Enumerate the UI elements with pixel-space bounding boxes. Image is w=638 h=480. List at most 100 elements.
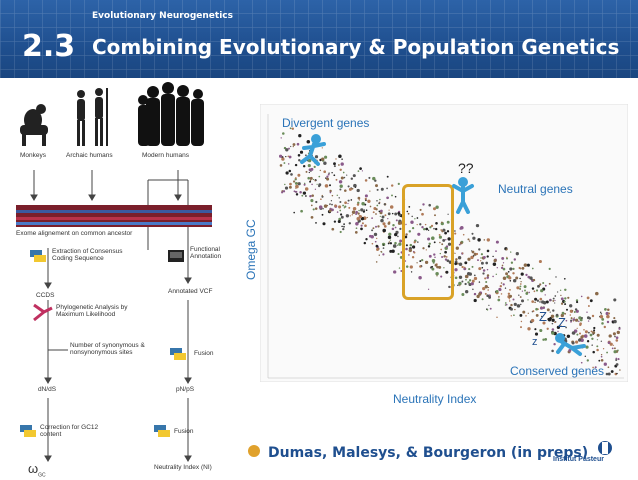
- scatter-point: [455, 246, 459, 250]
- scatter-point: [409, 265, 413, 269]
- scatter-point: [572, 318, 576, 321]
- scatter-point: [519, 313, 523, 317]
- scatter-point: [586, 311, 588, 313]
- scatter-point: [298, 134, 302, 138]
- scatter-point: [616, 372, 618, 375]
- scatter-point: [539, 301, 541, 303]
- scatter-point: [580, 361, 583, 364]
- scatter-point: [432, 207, 437, 211]
- scatter-point: [486, 255, 489, 258]
- scatter-point: [496, 316, 498, 318]
- scatter-point: [336, 211, 339, 213]
- scatter-point: [298, 158, 301, 162]
- scatter-point: [615, 358, 618, 362]
- scatter-point: [461, 293, 465, 296]
- scatter-point: [593, 326, 596, 330]
- scatter-point: [301, 194, 304, 197]
- scatter-point: [281, 191, 284, 194]
- scatter-point: [542, 321, 546, 325]
- scatter-point: [440, 248, 443, 251]
- scatter-point: [600, 313, 603, 315]
- scatter-point: [484, 277, 487, 280]
- archaic-humans-icon: [77, 88, 108, 146]
- scatter-point: [333, 220, 337, 223]
- scatter-point: [371, 217, 373, 219]
- scatter-point: [522, 310, 526, 314]
- scatter-point: [285, 171, 289, 175]
- scatter-point: [519, 296, 522, 298]
- scatter-point: [606, 320, 610, 324]
- scatter-point: [447, 242, 452, 246]
- scatter-point: [422, 203, 425, 206]
- scatter-point: [563, 277, 566, 280]
- scatter-point: [542, 338, 545, 341]
- scatter-point: [315, 222, 317, 224]
- scatter-point: [381, 242, 386, 247]
- flowchart-graphics: [16, 82, 212, 462]
- scatter-point: [413, 241, 416, 244]
- scatter-point: [351, 187, 354, 190]
- scatter-point: [363, 209, 366, 211]
- scatter-point: [461, 252, 464, 254]
- scatter-point: [560, 297, 564, 301]
- extraction-label: Extraction of Consensus Coding Sequence: [52, 248, 123, 262]
- scatter-point: [532, 278, 536, 282]
- scatter-point: [357, 170, 360, 172]
- scatter-point: [441, 243, 444, 246]
- scatter-point: [338, 164, 340, 166]
- scatter-point: [560, 302, 564, 305]
- scatter-point: [564, 288, 567, 292]
- scatter-point: [424, 223, 427, 226]
- scatter-point: [339, 184, 343, 188]
- scatter-point: [563, 300, 566, 303]
- highlight-box: [402, 184, 454, 300]
- scatter-point: [508, 276, 512, 280]
- scatter-point: [446, 220, 450, 224]
- scatter-point: [535, 313, 539, 317]
- scatter-point: [329, 191, 332, 194]
- scatter-point: [380, 250, 382, 253]
- scatter-point: [297, 182, 299, 185]
- scatter-point: [361, 170, 364, 172]
- scatter-point: [405, 233, 408, 236]
- scatter-point: [591, 314, 595, 318]
- scatter-point: [369, 205, 372, 208]
- scatter-point: [619, 369, 621, 371]
- scatter-point: [304, 154, 307, 157]
- scatter-point: [343, 176, 346, 179]
- scatter-point: [596, 333, 600, 337]
- scatter-point: [546, 308, 550, 312]
- scatter-point: [498, 296, 500, 298]
- scatter-point: [555, 313, 559, 317]
- scatter-point: [358, 209, 360, 212]
- scatter-point: [284, 186, 289, 190]
- scatter-point: [321, 157, 325, 161]
- scatter-point: [432, 261, 435, 264]
- scatter-point: [341, 225, 343, 228]
- scatter-point: [548, 267, 551, 270]
- header-pattern: [0, 0, 638, 78]
- scatter-point: [532, 310, 535, 313]
- scatter-point: [486, 238, 490, 242]
- scatter-point: [544, 294, 546, 296]
- scatter-point: [379, 215, 381, 218]
- scatter-point: [416, 217, 419, 219]
- scatter-point: [394, 232, 398, 237]
- scatter-point: [539, 283, 542, 286]
- scatter-point: [552, 299, 555, 302]
- group-label-modern: Modern humans: [142, 152, 189, 159]
- scatter-point: [514, 308, 516, 311]
- scatter-point: [433, 253, 436, 256]
- scatter-point: [392, 223, 395, 227]
- scatter-point: [353, 183, 357, 188]
- scatter-point: [461, 265, 464, 269]
- scatter-point: [580, 295, 583, 298]
- scatter-point: [314, 188, 317, 190]
- sleep-z-2: Z: [558, 315, 566, 330]
- scatter-point: [578, 332, 582, 335]
- scatter-point: [560, 313, 564, 318]
- scatter-point: [482, 272, 485, 275]
- scatter-point: [397, 211, 401, 215]
- scatter-point: [504, 287, 507, 289]
- alignment-label: Exome alignement on common ancestor: [16, 230, 133, 237]
